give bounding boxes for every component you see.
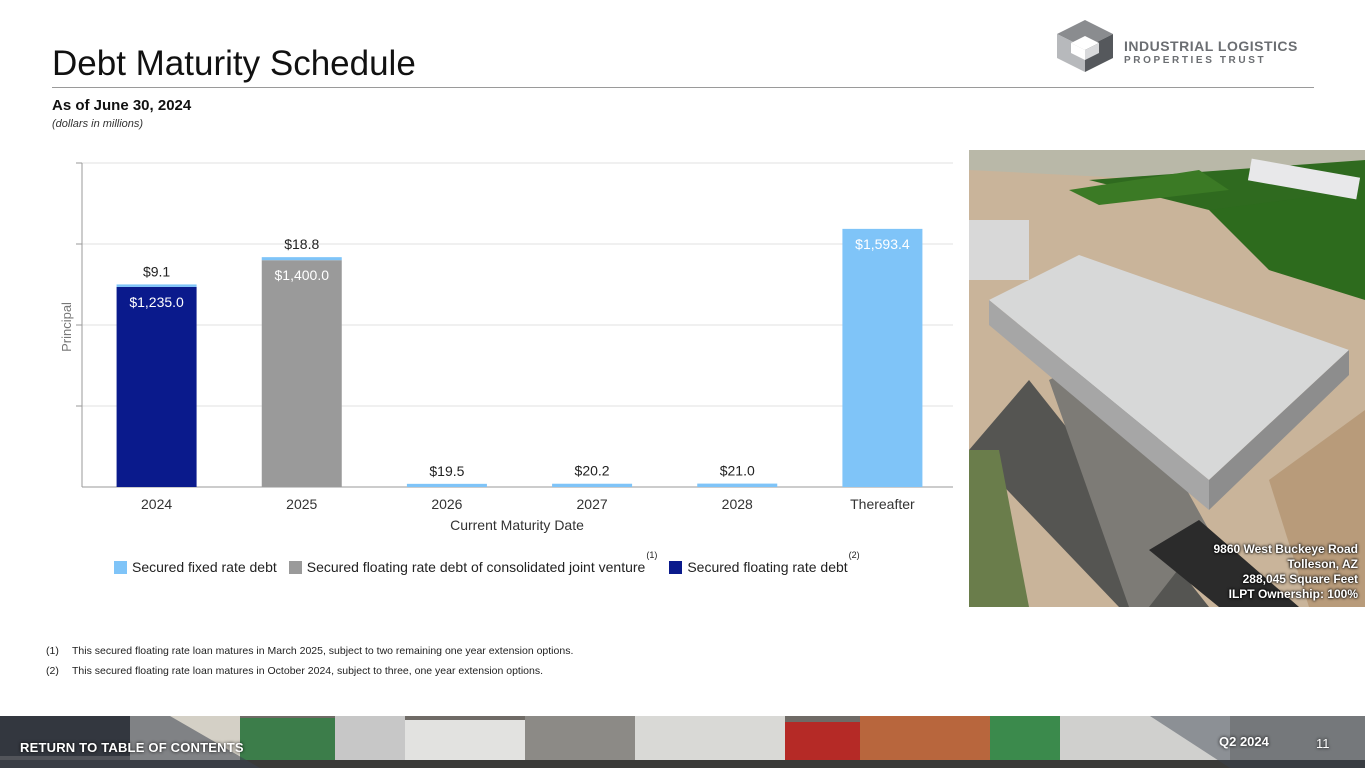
photo-caption: 9860 West Buckeye Road Tolleson, AZ 288,… (1213, 542, 1358, 602)
chart-data-labels: $1,235.0 $9.1 $1,400.0 $18.8 $19.5 $20.2 $21.0… (129, 236, 910, 479)
footnote-ref-1: (1) (646, 550, 658, 560)
footnote-2-number: (2) (46, 665, 59, 677)
x-tick-label: Thereafter (850, 496, 915, 512)
footnote-2: (2) This secured floating rate loan matu… (46, 665, 573, 677)
footnote-ref-2: (2) (848, 550, 860, 560)
x-tick-label: 2027 (577, 496, 608, 512)
photo-city: Tolleson, AZ (1287, 557, 1358, 571)
legend-label-jv-floating: Secured floating rate debt of consolidat… (306, 559, 646, 575)
data-label-thereafter-2: $1,593.4 (855, 236, 910, 252)
photo-address: 9860 West Buckeye Road (1213, 542, 1358, 556)
legend-label-fixed: Secured fixed rate debt (132, 559, 277, 575)
bar-thereafter-2 (842, 228, 923, 487)
legend-swatch-fixed (114, 560, 127, 574)
y-axis-title: Principal (59, 302, 74, 352)
bar-2024-0 (116, 286, 197, 487)
footnotes: (1) This secured floating rate loan matu… (46, 645, 573, 685)
debt-maturity-chart: $1,235.0 $9.1 $1,400.0 $18.8 $19.5 $20.2 $21.0… (59, 162, 953, 533)
title-divider (52, 87, 1314, 88)
page-number: 11 (1316, 736, 1330, 751)
x-tick-label: 2025 (286, 496, 317, 512)
bar-2025-2 (261, 257, 342, 261)
property-photo: 9860 West Buckeye Road Tolleson, AZ 288,… (969, 150, 1365, 607)
aerial-warehouse-image (969, 150, 1365, 607)
x-tick-label: 2024 (141, 496, 172, 512)
legend-item-fixed: Secured fixed rate debt (114, 559, 277, 575)
bar-2025-1 (261, 260, 342, 487)
legend-item-floating: Secured floating rate debt (2) (669, 550, 860, 575)
footer-banner: RETURN TO TABLE OF CONTENTS Q2 2024 11 (0, 716, 1365, 768)
units-note: (dollars in millions) (52, 118, 144, 130)
footnote-2-text: This secured floating rate loan matures … (72, 665, 544, 677)
return-to-toc-link[interactable]: RETURN TO TABLE OF CONTENTS (20, 740, 244, 755)
chart-bars (116, 228, 923, 487)
x-tick-label: 2028 (722, 496, 753, 512)
chart-grid (76, 162, 953, 407)
legend-label-floating: Secured floating rate debt (687, 559, 848, 575)
data-label-2024-0: $1,235.0 (129, 294, 184, 310)
chart-legend: Secured fixed rate debt Secured floating… (114, 550, 872, 575)
x-axis-title: Current Maturity Date (450, 517, 584, 533)
data-label-2028-2: $21.0 (720, 463, 755, 479)
legend-item-jv-floating: Secured floating rate debt of consolidat… (288, 550, 657, 575)
data-label-2027-2: $20.2 (575, 463, 610, 479)
photo-ownership: ILPT Ownership: 100% (1228, 587, 1358, 601)
logo-text-line2: PROPERTIES TRUST (1124, 55, 1267, 66)
bar-2024-2 (116, 284, 197, 287)
logo-text-line1: INDUSTRIAL LOGISTICS (1124, 38, 1298, 54)
logo-cube-icon (1057, 20, 1113, 72)
chart-x-ticks: 2024 2025 2026 2027 2028 Thereafter (141, 496, 915, 512)
as-of-date: As of June 30, 2024 (52, 97, 192, 114)
legend-swatch-jv-floating (288, 560, 302, 574)
footnote-1: (1) This secured floating rate loan matu… (46, 645, 573, 657)
bar-2026-2 (406, 483, 487, 487)
legend-swatch-floating (669, 560, 683, 574)
data-label-2026-2: $19.5 (429, 463, 464, 479)
data-label-2025-1: $1,400.0 (275, 267, 330, 283)
footnote-1-number: (1) (46, 645, 59, 657)
bar-2028-2 (697, 483, 778, 487)
company-logo: INDUSTRIAL LOGISTICS PROPERTIES TRUST (1055, 20, 1320, 74)
footnote-1-text: This secured floating rate loan matures … (72, 645, 574, 657)
photo-size: 288,045 Square Feet (1242, 572, 1358, 586)
bar-2027-2 (552, 483, 633, 487)
footer-quarter: Q2 2024 (1219, 734, 1269, 749)
data-label-2024-2: $9.1 (143, 263, 170, 279)
page-title: Debt Maturity Schedule (52, 44, 416, 83)
x-tick-label: 2026 (431, 496, 462, 512)
footer-trucks-image (0, 716, 1365, 768)
data-label-2025-2: $18.8 (284, 236, 319, 252)
